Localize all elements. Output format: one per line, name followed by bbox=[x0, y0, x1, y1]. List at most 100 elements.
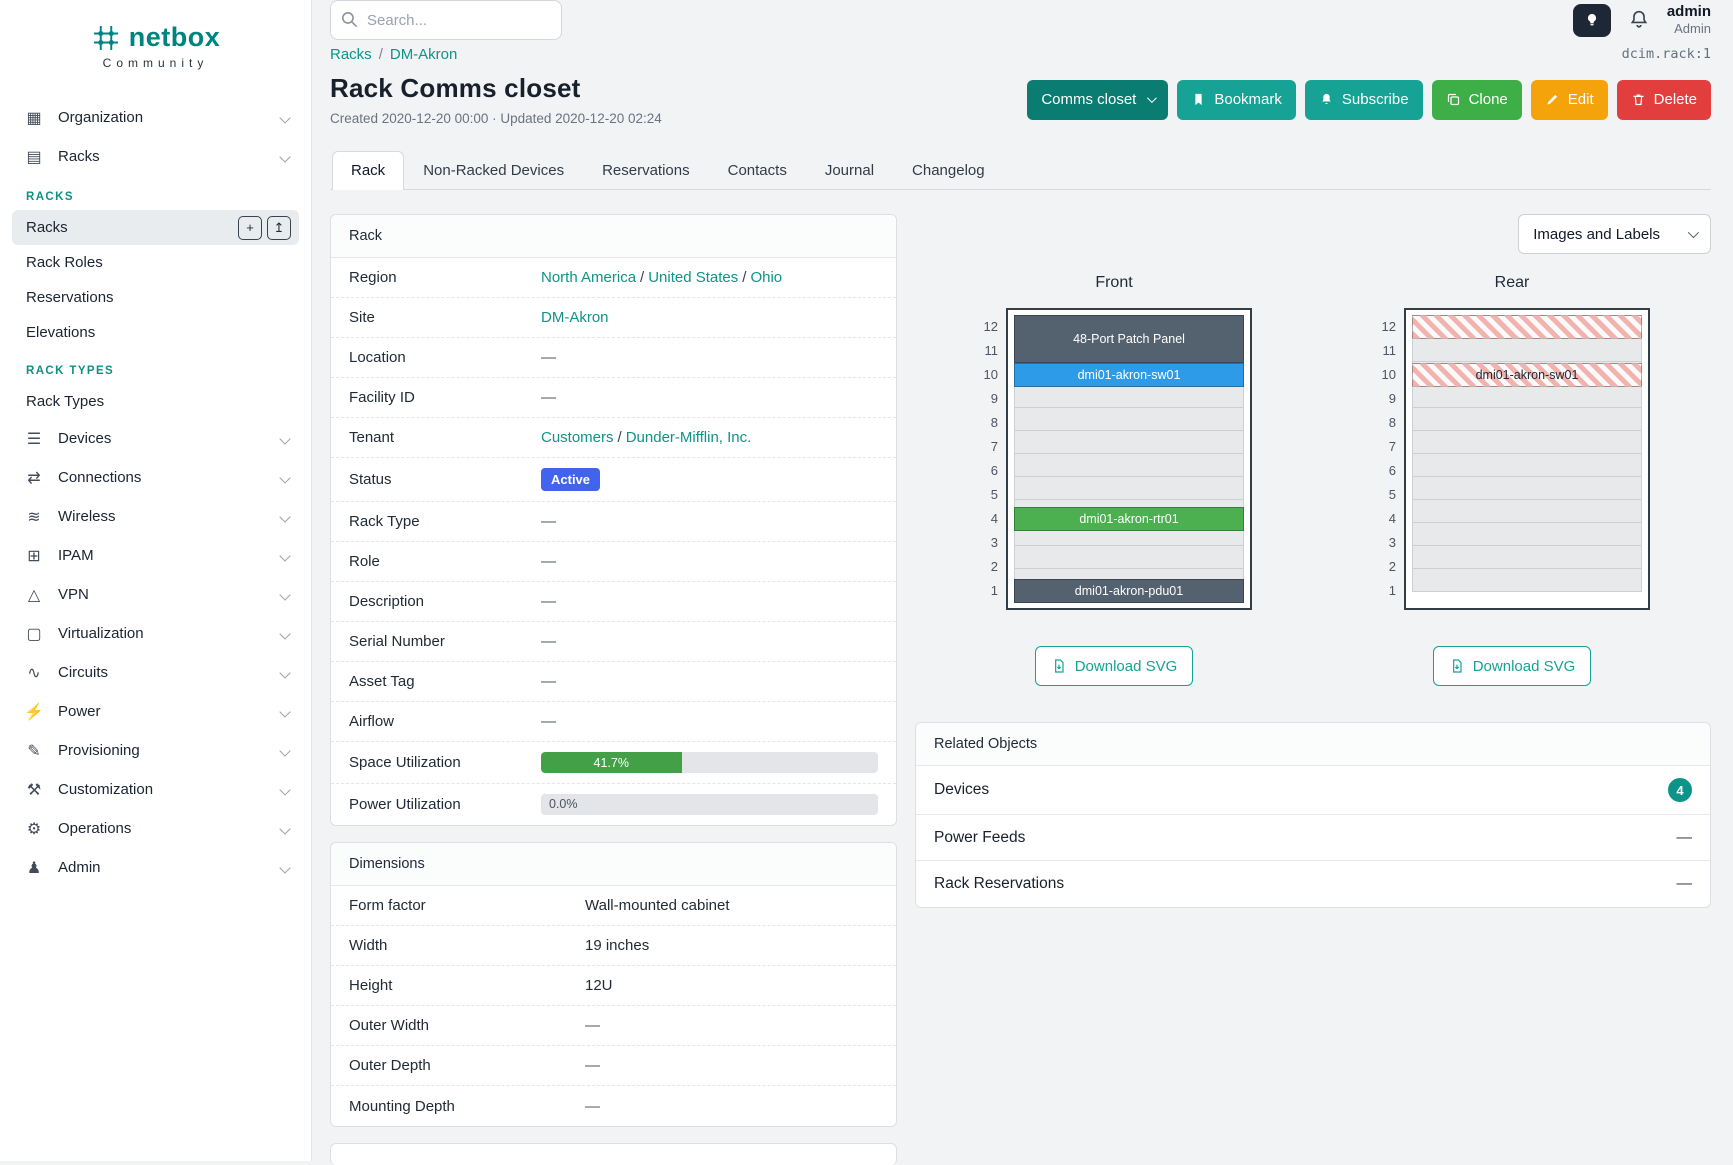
sidebar-subitem-label: Rack Roles bbox=[26, 254, 103, 271]
related-row-devices[interactable]: Devices 4 bbox=[916, 766, 1710, 815]
attr-form-factor: Form factor Wall-mounted cabinet bbox=[331, 886, 896, 926]
rack-device[interactable]: 48-Port Patch Panel bbox=[1014, 315, 1244, 363]
subscribe-button[interactable]: Subscribe bbox=[1304, 79, 1423, 120]
sidebar-item-virtualization[interactable]: ▢ Virtualization bbox=[12, 614, 299, 653]
sidebar-item-devices[interactable]: ☰ Devices bbox=[12, 419, 299, 458]
unit-number: 6 bbox=[1388, 463, 1396, 478]
rack-elevations: Front 12 11 10 9 8 7 6 5 4 3 2 1 48-Port Patch Pane… bbox=[915, 274, 1711, 686]
breadcrumb-site-link[interactable]: DM-Akron bbox=[389, 46, 458, 63]
unit-number: 11 bbox=[1382, 343, 1397, 358]
tab-contacts[interactable]: Contacts bbox=[727, 162, 787, 179]
elevation-title-rear: Rear bbox=[1494, 274, 1530, 291]
sidebar-item-provisioning[interactable]: ✎ Provisioning bbox=[12, 731, 299, 770]
admin-icon: ♟ bbox=[26, 859, 42, 877]
ipam-icon: ⊞ bbox=[27, 547, 41, 565]
sidebar-item-label: Virtualization bbox=[58, 625, 144, 642]
tab-journal[interactable]: Journal bbox=[824, 162, 875, 179]
tab-non-racked-devices[interactable]: Non-Racked Devices bbox=[423, 162, 565, 179]
rack-device[interactable]: dmi01-akron-pdu01 bbox=[1014, 579, 1244, 603]
tab-reservations[interactable]: Reservations bbox=[602, 162, 690, 179]
tenant-link[interactable]: Dunder-Mifflin, Inc. bbox=[625, 429, 752, 446]
rack-unit-slot[interactable] bbox=[1014, 384, 1244, 408]
sidebar-item-racks[interactable]: ▤ Racks bbox=[12, 137, 299, 176]
sidebar-item-admin[interactable]: ♟ Admin bbox=[12, 848, 299, 887]
related-row-rack-reservations[interactable]: Rack Reservations — bbox=[934, 875, 1692, 892]
sidebar-item-ipam[interactable]: ⊞ IPAM bbox=[12, 536, 299, 575]
sidebar-subitem-racks[interactable]: Racks + ↥ bbox=[12, 210, 299, 245]
user-menu[interactable]: admin Admin bbox=[1667, 3, 1711, 38]
rack-device[interactable]: dmi01-akron-rtr01 bbox=[1014, 507, 1244, 531]
rack-unit-slot[interactable] bbox=[1014, 476, 1244, 500]
sidebar-subitem-elevations[interactable]: Elevations bbox=[12, 315, 299, 350]
unit-number: 9 bbox=[990, 391, 998, 406]
rack-unit-slot[interactable] bbox=[1412, 453, 1642, 477]
rack-panel-title: Rack bbox=[331, 215, 896, 258]
dimensions-panel-title: Dimensions bbox=[331, 843, 896, 886]
chevron-down-icon bbox=[1687, 226, 1700, 239]
notifications-button[interactable] bbox=[1627, 8, 1651, 32]
sidebar-subitem-reservations[interactable]: Reservations bbox=[12, 280, 299, 315]
search-input[interactable] bbox=[330, 0, 562, 40]
chevron-down-icon bbox=[279, 549, 291, 562]
elevation-view-select[interactable]: Images and Labels bbox=[1518, 214, 1711, 254]
sidebar-item-label: Racks bbox=[58, 148, 100, 165]
context-dropdown-button[interactable]: Comms closet bbox=[1027, 79, 1169, 120]
rack-unit-slot[interactable] bbox=[1014, 453, 1244, 477]
tab-rack[interactable]: Rack bbox=[332, 151, 405, 190]
related-row-power-feeds[interactable]: Power Feeds — bbox=[916, 815, 1710, 861]
download-svg-rear-button[interactable]: Download SVG bbox=[1432, 646, 1592, 686]
chevron-down-icon bbox=[279, 666, 291, 679]
rack-unit-slot[interactable] bbox=[1412, 430, 1642, 454]
breadcrumb: Racks / DM-Akron dcim.rack:1 bbox=[330, 46, 1711, 63]
region-link[interactable]: Ohio bbox=[750, 269, 783, 286]
import-rack-button[interactable]: ↥ bbox=[267, 215, 291, 240]
breadcrumb-racks-link[interactable]: Racks bbox=[330, 46, 372, 63]
sidebar-item-customization[interactable]: ⚒ Customization bbox=[12, 770, 299, 809]
file-download-icon bbox=[1054, 659, 1064, 673]
sidebar-item-circuits[interactable]: ∿ Circuits bbox=[12, 653, 299, 692]
rack-unit-slot[interactable] bbox=[1412, 499, 1642, 523]
sidebar-subitem-rack-types[interactable]: Rack Types bbox=[12, 384, 299, 419]
tab-changelog[interactable]: Changelog bbox=[912, 162, 985, 179]
rack-device[interactable]: dmi01-akron-sw01 bbox=[1014, 363, 1244, 387]
site-link[interactable]: DM-Akron bbox=[541, 309, 609, 326]
rack-unit-slot[interactable] bbox=[1412, 522, 1642, 546]
sidebar-subitem-rack-roles[interactable]: Rack Roles bbox=[12, 245, 299, 280]
region-link[interactable]: North America bbox=[541, 269, 637, 286]
rack-unit-slot[interactable] bbox=[1014, 545, 1244, 569]
rack-unit-slot[interactable] bbox=[1412, 338, 1642, 362]
add-rack-button[interactable]: + bbox=[238, 215, 262, 240]
clone-button[interactable]: Clone bbox=[1431, 79, 1522, 120]
search-icon bbox=[341, 11, 358, 28]
sidebar-item-operations[interactable]: ⚙ Operations bbox=[12, 809, 299, 848]
sidebar-item-organization[interactable]: ▦ Organization bbox=[12, 98, 299, 137]
tenant-group-link[interactable]: Customers bbox=[541, 429, 614, 446]
region-link[interactable]: United States bbox=[648, 269, 739, 286]
unit-number: 2 bbox=[990, 559, 998, 574]
unit-number: 3 bbox=[990, 535, 998, 550]
unit-number: 10 bbox=[1381, 367, 1396, 382]
rack-unit-slot[interactable] bbox=[1014, 430, 1244, 454]
download-svg-front-button[interactable]: Download SVG bbox=[1034, 646, 1194, 686]
rack-unit-slot[interactable] bbox=[1412, 568, 1642, 592]
rack-unit-slot[interactable] bbox=[1412, 407, 1642, 431]
wireless-icon: ≋ bbox=[27, 508, 41, 526]
rack-unit-slot[interactable] bbox=[1412, 476, 1642, 500]
sidebar-item-vpn[interactable]: △ VPN bbox=[12, 575, 299, 614]
sidebar-item-label: Wireless bbox=[58, 508, 116, 525]
bookmark-button[interactable]: Bookmark bbox=[1177, 79, 1296, 120]
sidebar-item-label: Operations bbox=[58, 820, 132, 837]
delete-button[interactable]: Delete bbox=[1616, 79, 1711, 120]
sidebar-subitem-label: Racks bbox=[26, 219, 68, 236]
power-utilization-bar: 0.0% bbox=[541, 794, 878, 815]
sidebar-item-wireless[interactable]: ≋ Wireless bbox=[12, 497, 299, 536]
sidebar-item-connections[interactable]: ⇄ Connections bbox=[12, 458, 299, 497]
rack-unit-slot[interactable] bbox=[1014, 407, 1244, 431]
rack-unit-slot[interactable] bbox=[1412, 545, 1642, 569]
theme-toggle-button[interactable] bbox=[1572, 3, 1611, 37]
sidebar-item-power[interactable]: ⚡ Power bbox=[12, 692, 299, 731]
rack-unit-slot[interactable] bbox=[1412, 384, 1642, 408]
rack-panel: Rack Region North America / United States /… bbox=[330, 214, 897, 826]
edit-button[interactable]: Edit bbox=[1530, 79, 1608, 120]
rack-device[interactable]: dmi01-akron-sw01 bbox=[1412, 363, 1642, 387]
